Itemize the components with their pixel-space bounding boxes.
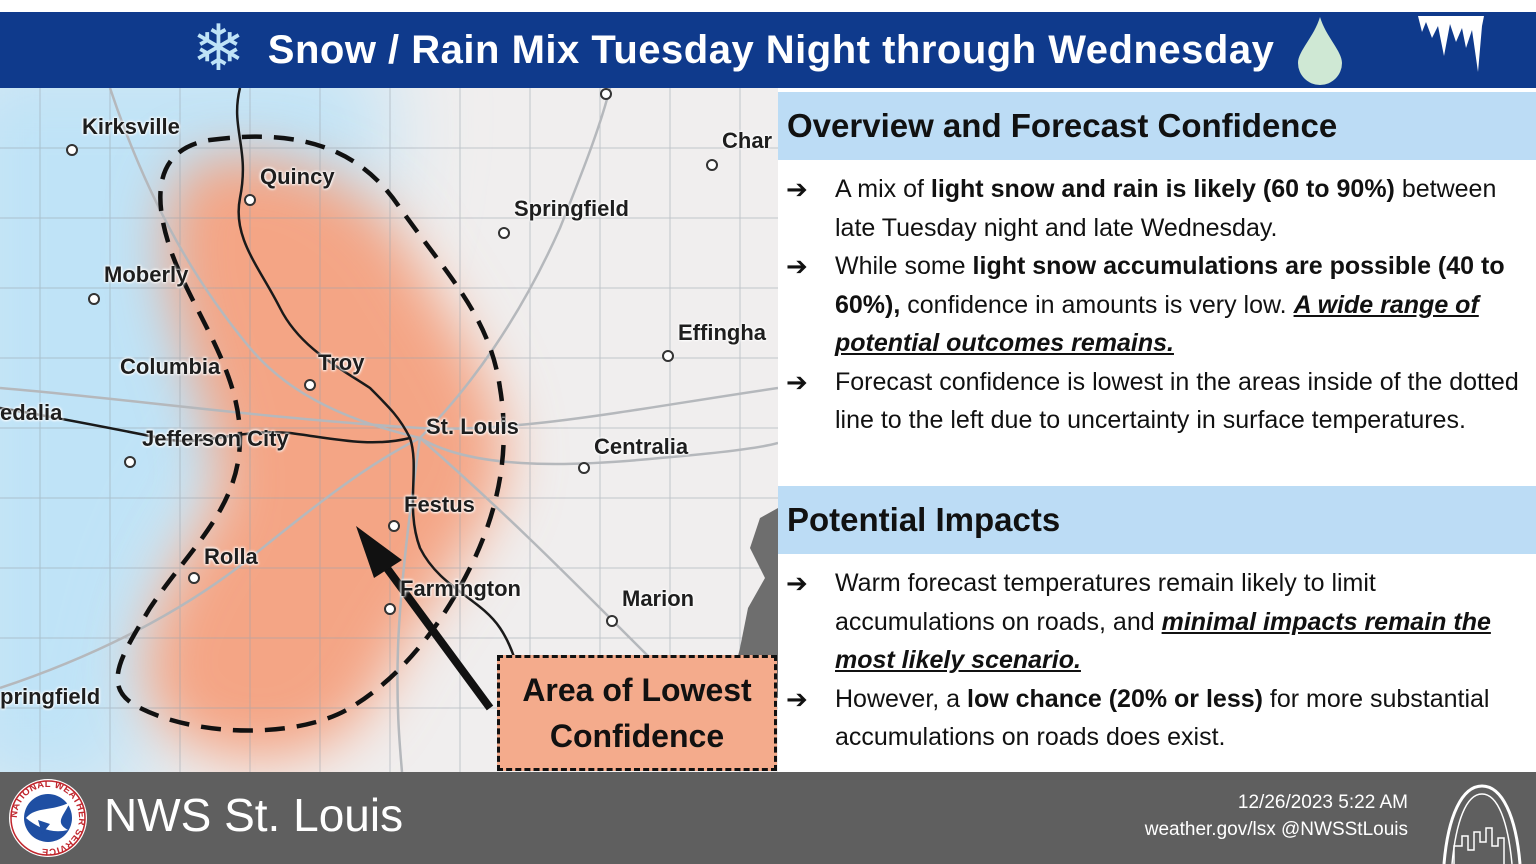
city-label-springfield-mo: pringfield xyxy=(0,684,101,709)
county-lines xyxy=(0,88,778,772)
text-panel: Overview and Forecast Confidence ➔ A mix… xyxy=(778,88,1536,772)
city-label-centralia: Centralia xyxy=(594,434,689,459)
page-title: Snow / Rain Mix Tuesday Night through We… xyxy=(267,27,1275,72)
confidence-outline xyxy=(115,134,506,733)
overview-b2-t2: light snow accumulations are possible (4… xyxy=(835,252,1505,319)
impacts-b1-t2: minimal impacts remain the most likely s… xyxy=(835,607,1491,675)
overview-b1-t3: between late Tuesday night and late Wedn… xyxy=(835,175,1497,242)
forecast-map: Kirksville Quincy Springfield Char Mober… xyxy=(0,88,778,772)
website-handle: weather.gov/lsx @NWSStLouis xyxy=(1144,819,1408,840)
city-dot-farmington xyxy=(384,603,396,615)
impacts-bullet-2: ➔ However, a low chance (20% or less) fo… xyxy=(778,680,1536,757)
city-label-kirksville: Kirksville xyxy=(82,114,180,139)
arrow-right-icon: ➔ xyxy=(786,174,808,204)
city-dot-quincy xyxy=(244,194,256,206)
overview-b1-t2: light snow and rain is likely (60 to 90%… xyxy=(930,175,1395,203)
overview-b2-t1: While some xyxy=(835,252,973,280)
callout-line-2: Confidence xyxy=(549,718,725,754)
lowest-confidence-callout: Area of Lowest Confidence xyxy=(497,655,777,771)
city-label-charleston: Char xyxy=(722,128,773,153)
rivers xyxy=(0,88,532,729)
city-dot-marion xyxy=(606,615,618,627)
snowflake-icon: ❄ xyxy=(191,12,246,84)
overview-b2-t3: confidence in amounts is very low. xyxy=(900,290,1294,319)
city-label-troy: Troy xyxy=(318,350,365,375)
city-label-columbia: Columbia xyxy=(120,354,221,379)
city-dot-rolla xyxy=(188,572,200,584)
overview-b1-t1: A mix of xyxy=(835,175,931,203)
map-graphic xyxy=(0,88,778,772)
city-label-moberly: Moberly xyxy=(104,262,189,287)
highways xyxy=(0,88,778,772)
callout-line-1: Area of Lowest xyxy=(522,671,752,708)
overview-bullet-1: ➔ A mix of light snow and rain is likely… xyxy=(778,170,1536,247)
city-dot-jefferson-city xyxy=(124,456,136,468)
city-dot-festus xyxy=(388,520,400,532)
city-label-quincy: Quincy xyxy=(260,164,335,189)
city-label-sedalia: edalia xyxy=(0,400,63,425)
arrow-right-icon: ➔ xyxy=(786,251,808,281)
impacts-b2-t1: However, a xyxy=(835,684,968,713)
arrow-right-icon: ➔ xyxy=(786,568,808,598)
office-name: NWS St. Louis xyxy=(104,789,404,841)
raindrop-icon xyxy=(1298,17,1343,85)
header-bar: ❄ Snow / Rain Mix Tuesday Night through … xyxy=(0,0,1536,88)
callout-arrow xyxy=(356,526,494,711)
overview-b3-t1: Forecast confidence is lowest in the are… xyxy=(835,367,1519,435)
city-label-st-louis: St. Louis xyxy=(426,414,519,439)
impacts-bullet-1: ➔ Warm forecast temperatures remain like… xyxy=(778,564,1536,680)
city-label-springfield-il: Springfield xyxy=(514,196,629,221)
overview-b2-t4: A wide range of potential outcomes remai… xyxy=(835,290,1479,358)
impacts-b2-t2: low chance (20% or less) xyxy=(967,684,1263,713)
header-top-stripe xyxy=(0,0,1536,12)
impacts-heading: Potential Impacts xyxy=(778,486,1536,554)
impacts-b1-t1: Warm forecast temperatures remain likely… xyxy=(835,569,1376,636)
city-dot-centralia xyxy=(578,462,590,474)
nws-logo: NATIONAL WEATHER SERVICE xyxy=(9,779,87,857)
city-dot-effingham xyxy=(662,350,674,362)
city-label-effingham: Effingha xyxy=(678,320,766,345)
city-dot-troy xyxy=(304,379,316,391)
city-label-marion: Marion xyxy=(622,586,695,611)
gateway-arch-icon xyxy=(1442,784,1522,864)
city-dot-north xyxy=(600,88,612,100)
city-label-farmington: Farmington xyxy=(400,576,521,601)
impacts-bullets: ➔ Warm forecast temperatures remain like… xyxy=(778,564,1536,757)
icicle-icon xyxy=(1418,16,1484,72)
footer-bar: NATIONAL WEATHER SERVICE NWS St. Louis 1… xyxy=(0,772,1536,864)
city-dot-moberly xyxy=(88,293,100,305)
overview-bullets: ➔ A mix of light snow and rain is likely… xyxy=(778,170,1536,440)
issue-date: 12/26/2023 5:22 AM xyxy=(1237,792,1408,813)
city-label-rolla: Rolla xyxy=(204,544,258,569)
overview-bullet-3: ➔ Forecast confidence is lowest in the a… xyxy=(778,363,1536,440)
outside-region xyxy=(730,508,778,698)
city-dot-kirksville xyxy=(66,144,78,156)
city-label-festus: Festus xyxy=(404,492,475,517)
city-dot-charleston xyxy=(706,159,718,171)
overview-bullet-2: ➔ While some light snow accumulations ar… xyxy=(778,247,1536,363)
city-dot-springfield-il xyxy=(498,227,510,239)
overview-heading: Overview and Forecast Confidence xyxy=(778,92,1536,160)
impacts-b2-t3: for more substantial accumulations on ro… xyxy=(835,684,1490,752)
city-label-jefferson-city: Jefferson City xyxy=(142,426,289,451)
header-title-row: ❄ Snow / Rain Mix Tuesday Night through … xyxy=(0,12,1536,88)
arrow-right-icon: ➔ xyxy=(786,683,808,714)
arrow-right-icon: ➔ xyxy=(786,366,808,397)
